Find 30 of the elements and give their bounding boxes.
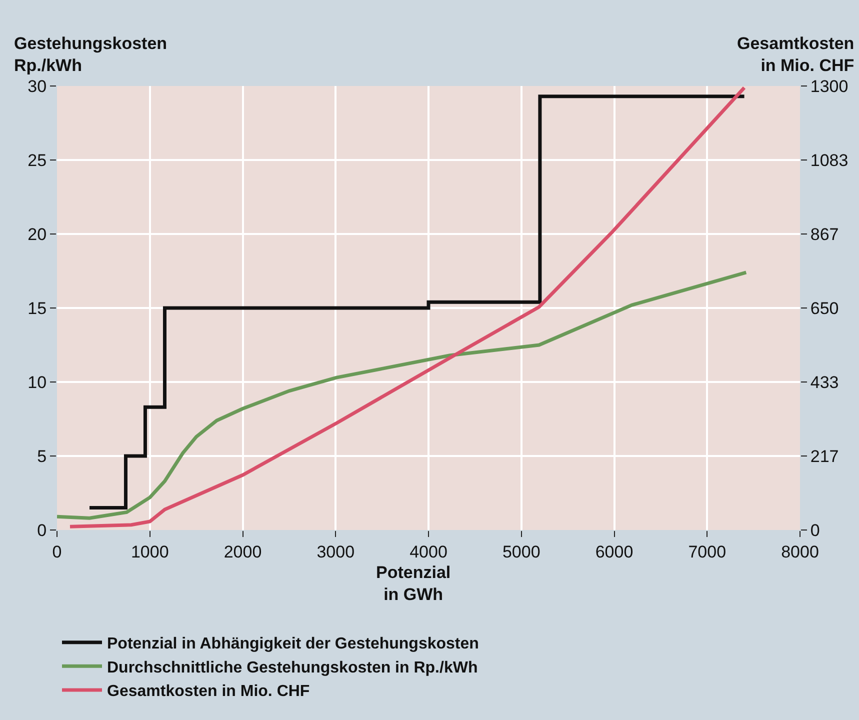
- y-axis-title: Gestehungskosten Rp./kWh: [14, 34, 168, 76]
- y2-tick-label: 433: [810, 373, 839, 392]
- legend-label: Durchschnittliche Gestehungskosten in Rp./kWh: [107, 659, 478, 676]
- y-tick-label: 10: [28, 372, 47, 392]
- x-tick-label: 2000: [224, 542, 262, 562]
- y2-tick-label: 1300: [810, 76, 848, 96]
- legend-label: Potenzial in Abhängigkeit der Gestehungskosten: [107, 636, 479, 653]
- x-tick-label: 4000: [410, 542, 448, 562]
- x-tick-label: 8000: [781, 542, 819, 562]
- y2-tick-label: 867: [810, 224, 839, 244]
- y2-tick-label: 650: [810, 298, 839, 318]
- y-tick-label: 20: [28, 224, 47, 244]
- y-tick-label: 25: [28, 150, 47, 170]
- y2-tick-label: 1083: [810, 151, 848, 170]
- x-axis-title: Potenzial in GWh: [376, 563, 451, 604]
- y-tick-label: 30: [28, 76, 47, 96]
- y2-axis-title: Gesamtkosten in Mio. CHF: [737, 34, 854, 76]
- y-tick-label: 15: [28, 298, 47, 318]
- y-tick-label: 5: [37, 446, 47, 466]
- x-tick-label: 7000: [688, 542, 726, 562]
- x-tick-label: 1000: [130, 542, 169, 562]
- y-tick-label: 0: [37, 520, 47, 540]
- x-tick-label: 3000: [316, 542, 355, 562]
- y2-tick-label: 0: [810, 520, 820, 540]
- y2-tick-label: 217: [810, 446, 839, 466]
- x-tick-label: 6000: [595, 542, 634, 562]
- line-series: [57, 270, 748, 520]
- legend-label: Gesamtkosten in Mio. CHF: [107, 683, 310, 700]
- x-tick-label: 0: [52, 542, 62, 562]
- x-tick-label: 5000: [502, 542, 540, 562]
